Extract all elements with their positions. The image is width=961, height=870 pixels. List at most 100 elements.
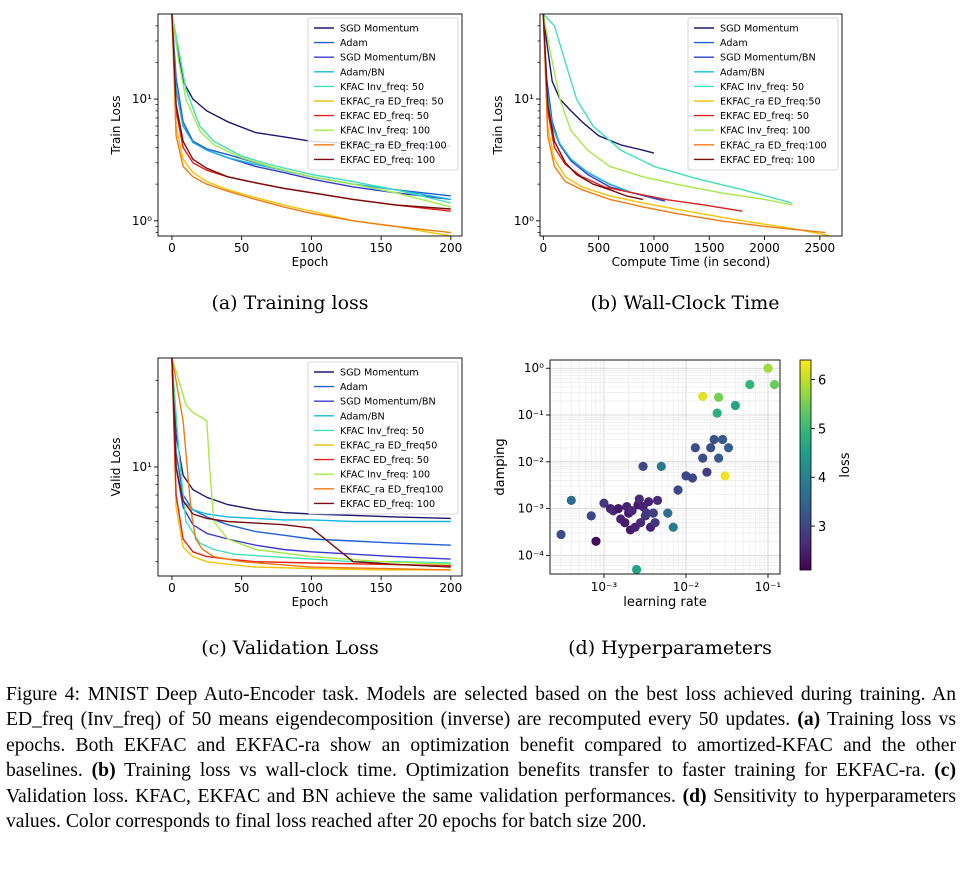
x-tick-label: 10⁻² [673, 580, 700, 594]
series-line-6 [542, 14, 832, 236]
scatter-point [656, 461, 666, 471]
chart-wall-clock: 0 500 1000 1500 2000 2500 10⁰ 10¹ Compute Time (… [491, 13, 843, 269]
scatter-point [712, 408, 722, 418]
x-axis-label: Epoch [292, 255, 329, 269]
scatter-point [690, 443, 700, 453]
scatter-point [634, 494, 644, 504]
y-tick-label: 10⁻⁴ [518, 548, 545, 562]
scatter-point [663, 508, 673, 518]
legend-label: KFAC Inv_freq: 100 [720, 126, 810, 137]
legend-label: Adam [340, 382, 368, 393]
scatter-point [631, 564, 642, 575]
legend-label: EKFAC_ra ED_freq:50 [720, 97, 821, 108]
scatter-point [720, 471, 730, 481]
x-tick-label: 200 [439, 241, 462, 255]
series-line-5 [542, 14, 793, 204]
colorbar-tick-label: 3 [818, 520, 826, 535]
x-tick-label: 50 [234, 241, 249, 255]
x-axis-label: Compute Time (in second) [612, 255, 771, 269]
chart-training-loss: 0 50 100 150 200 10⁰ 10¹ Epoch Train Loss SGD Mom… [109, 13, 463, 269]
series-line-1 [171, 358, 451, 520]
x-tick-label: 50 [234, 581, 249, 595]
legend-label: EKFAC ED_freq: 50 [340, 111, 429, 122]
scatter-points [556, 363, 780, 575]
caption-text: Validation loss. KFAC, EKFAC and BN achi… [6, 785, 683, 807]
legend-label: SGD Momentum [340, 24, 419, 35]
legend-label: KFAC Inv_freq: 50 [340, 82, 424, 93]
x-tick-label: 1500 [694, 241, 725, 255]
series-line-10 [171, 14, 451, 210]
series-group [171, 358, 451, 571]
scatter-point [652, 495, 663, 505]
scatter-point [723, 443, 734, 453]
legend-label: EKFAC_ra ED_freq: 50 [340, 97, 444, 108]
series-line-9 [171, 358, 451, 571]
scatter-point [636, 518, 646, 528]
figure-caption: Figure 4: MNIST Deep Auto-Encoder task. … [6, 682, 956, 834]
series-line-9 [171, 14, 451, 234]
series-line-10 [542, 14, 644, 201]
x-tick-label: 1000 [639, 241, 670, 255]
legend-box [307, 361, 459, 515]
series-line-4 [542, 14, 666, 201]
legend-label: KFAC Inv_freq: 100 [340, 470, 430, 481]
y-tick-label: 10⁻³ [518, 502, 545, 516]
scatter-point [709, 434, 719, 445]
scatter-point [673, 485, 683, 495]
x-tick-label: 150 [370, 241, 393, 255]
colorbar-label: loss [838, 452, 853, 477]
series-line-3 [542, 14, 666, 202]
series-line-8 [542, 14, 793, 206]
series-line-6 [171, 358, 451, 571]
legend-label: EKFAC ED_freq: 100 [340, 499, 435, 510]
legend-label: KFAC Inv_freq: 50 [340, 426, 424, 437]
y-axis-label: damping [493, 438, 508, 495]
x-tick-label: 150 [370, 581, 393, 595]
y-tick-label: 10⁻¹ [518, 408, 545, 422]
legend-box [687, 17, 839, 171]
x-tick-label: 200 [439, 581, 462, 595]
legend-label: EKFAC_ra ED_freq:100 [720, 140, 827, 151]
colorbar-tick-label: 4 [818, 471, 826, 486]
legend-label: EKFAC ED_freq: 100 [720, 155, 815, 166]
scatter-point [638, 461, 648, 471]
caption-text: Training loss vs wall-clock time. Optimi… [115, 760, 935, 782]
caption-panel-ref: (b) [91, 760, 116, 782]
scatter-point [763, 363, 773, 373]
subcaption-c: (c) Validation Loss [201, 637, 379, 659]
y-tick-label: 10⁰ [514, 214, 534, 228]
x-tick-label: 100 [300, 241, 323, 255]
legend-label: Adam [720, 38, 748, 49]
colorbar-tick-label: 6 [818, 374, 826, 389]
scatter-point [556, 529, 566, 540]
series-line-8 [171, 358, 451, 565]
series-line-10 [171, 358, 451, 568]
x-tick-label: 2500 [805, 241, 836, 255]
series-line-5 [171, 14, 451, 204]
plot-frame [549, 359, 781, 575]
x-tick-label: 0 [539, 241, 547, 255]
legend-box [307, 17, 459, 171]
scatter-point [687, 473, 698, 483]
scatter-point [702, 467, 712, 477]
scatter-point [648, 508, 658, 518]
legend-label: EKFAC ED_freq: 100 [340, 155, 435, 166]
caption-panel-ref: (c) [934, 760, 956, 782]
x-tick-label: 100 [300, 581, 323, 595]
legend-label: EKFAC ED_freq: 50 [340, 455, 429, 466]
x-tick-label: 10⁻¹ [755, 580, 782, 594]
legend-label: SGD Momentum [340, 368, 419, 379]
caption-text: Sensitivity to hyperparameters values. C… [6, 785, 956, 833]
series-line-3 [171, 358, 451, 560]
y-axis-label: Train Loss [491, 96, 505, 156]
x-axis-label: learning rate [623, 595, 707, 610]
scatter-point [650, 518, 660, 528]
scatter-point [745, 379, 755, 390]
legend-label: SGD Momentum/BN [340, 53, 436, 64]
x-tick-label: 0 [168, 581, 176, 595]
scatter-point [566, 495, 576, 505]
legend: SGD Momentum Adam SGD Momentum/BN Adam/BN KF… [307, 361, 459, 515]
subcaption-a: (a) Training loss [211, 292, 369, 314]
series-group [171, 14, 451, 236]
scatter-point [599, 498, 609, 508]
